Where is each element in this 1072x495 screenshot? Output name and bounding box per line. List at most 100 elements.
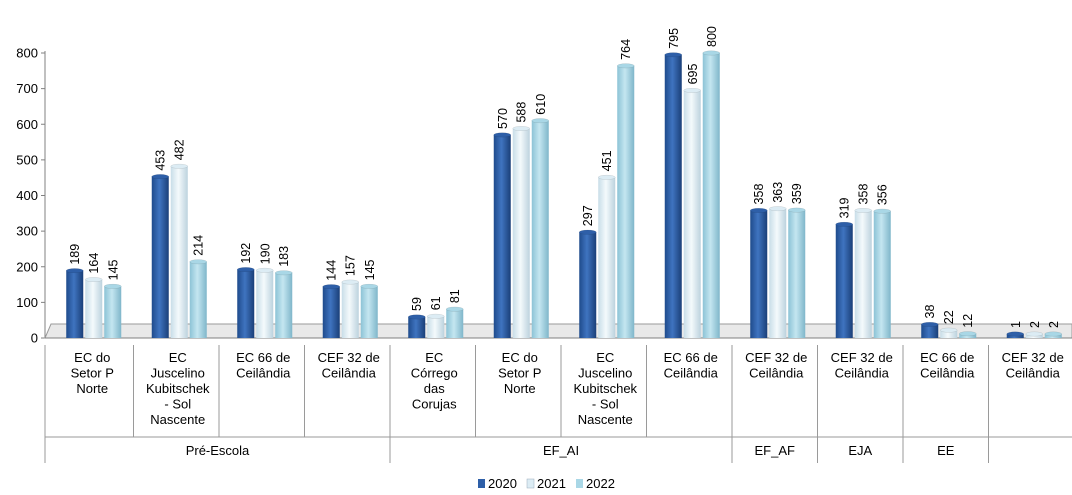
group-label: Pré-Escola [186, 443, 250, 458]
category-label-line: EC [425, 350, 443, 365]
bar-cap [873, 208, 891, 214]
category-label-line: - Sol [164, 397, 191, 412]
bar [702, 53, 720, 338]
bar-cap [408, 314, 426, 320]
data-label: 189 [68, 244, 82, 265]
bar [683, 90, 701, 338]
category-label-line: Corujas [412, 397, 457, 412]
bar [512, 128, 530, 338]
category-label: EC 66 de Ceilândia [236, 350, 291, 381]
data-label: 453 [154, 150, 168, 171]
bar [579, 232, 597, 338]
category-label-line: EC 66 de [664, 350, 718, 365]
y-tick-label: 700 [16, 81, 38, 96]
bar-cap [275, 270, 293, 276]
category-label-line: das [424, 381, 445, 396]
data-label: 192 [239, 243, 253, 264]
category-label-line: Ceilândia [749, 366, 804, 381]
bar [446, 309, 464, 338]
y-tick-label: 500 [16, 152, 38, 167]
bar-cap [598, 174, 616, 180]
bar-cap [360, 283, 378, 289]
category-label-line: EC [169, 350, 187, 365]
category-label: CEF 32 de Ceilândia [745, 350, 807, 381]
category-label-line: CEF 32 de [745, 350, 807, 365]
bar-cap [769, 206, 787, 212]
category-label-line: Juscelino [578, 366, 632, 381]
y-axis: 0 100 200 300 400 500 600 700 800 [16, 46, 1072, 346]
category-label: EC do Setor P Norte [71, 350, 114, 396]
category-label-line: Ceilândia [322, 366, 377, 381]
data-label: 12 [961, 314, 975, 328]
data-label: 190 [258, 243, 272, 264]
bar [873, 211, 891, 338]
y-tick-label: 600 [16, 117, 38, 132]
bar-cap [322, 284, 340, 290]
category-label-line: Córrego [411, 366, 458, 381]
data-label: 695 [686, 64, 700, 85]
category-label-line: Norte [76, 381, 108, 396]
bar [360, 286, 378, 338]
bar [341, 282, 359, 338]
y-tick-label: 200 [16, 259, 38, 274]
legend: 2020 2021 2022 [478, 476, 615, 491]
category-label: EC Córrego das Corujas [411, 350, 458, 412]
bar [237, 269, 255, 338]
category-label: EC 66 de Ceilândia [920, 350, 975, 381]
data-label: 570 [496, 108, 510, 129]
data-label: 297 [581, 205, 595, 226]
bar [427, 316, 445, 338]
data-label: 38 [923, 305, 937, 319]
data-label: 214 [192, 235, 206, 256]
y-tick-label: 400 [16, 188, 38, 203]
data-label: 61 [429, 296, 443, 310]
bar-cap [579, 229, 597, 235]
bar-cap [959, 331, 977, 337]
bar [788, 210, 806, 338]
bar-cap [835, 221, 853, 227]
category-label-line: Setor P [71, 366, 114, 381]
group-label: EF_AF [755, 443, 796, 458]
category-label-line: Norte [504, 381, 536, 396]
data-label: 22 [942, 310, 956, 324]
category-label: CEF 32 de Ceilândia [831, 350, 893, 381]
category-label-line: - Sol [592, 397, 619, 412]
bar-cap [788, 207, 806, 213]
bar [151, 176, 169, 338]
data-label: 2 [1028, 321, 1042, 328]
category-label-line: EC do [74, 350, 110, 365]
category-label: EC Juscelino Kubitschek - Sol Nascente [573, 350, 637, 427]
bar [322, 286, 340, 338]
category-label-line: CEF 32 de [831, 350, 893, 365]
category-label-line: Ceilândia [835, 366, 890, 381]
data-label: 144 [325, 260, 339, 281]
group-label: EJA [848, 443, 872, 458]
bar-cap [854, 208, 872, 213]
data-label: 145 [106, 259, 120, 280]
category-label-line: CEF 32 de [1002, 350, 1064, 365]
bar-cap [85, 277, 103, 283]
legend-label: 2022 [586, 476, 615, 491]
data-label: 795 [667, 28, 681, 49]
category-label-line: EC 66 de [920, 350, 974, 365]
data-label: 164 [87, 253, 101, 274]
category-label-line: Nascente [578, 412, 633, 427]
bar [854, 210, 872, 338]
bars [66, 50, 1062, 338]
category-label-line: EC do [502, 350, 538, 365]
legend-swatch [526, 478, 535, 489]
bar-cap [683, 87, 701, 93]
data-label: 1 [1009, 321, 1023, 328]
data-label: 81 [448, 289, 462, 303]
data-label: 610 [534, 94, 548, 115]
bar [493, 134, 511, 338]
bar [531, 120, 549, 338]
bar [189, 261, 207, 338]
category-label-line: Kubitschek [573, 381, 637, 396]
bar [617, 65, 635, 338]
y-tick-label: 800 [16, 46, 38, 61]
category-label: CEF 32 de Ceilândia [1002, 350, 1064, 381]
bar-cap [1044, 331, 1062, 337]
bar-cap [341, 279, 359, 285]
category-label: EC Juscelino Kubitschek - Sol Nascente [146, 350, 210, 427]
